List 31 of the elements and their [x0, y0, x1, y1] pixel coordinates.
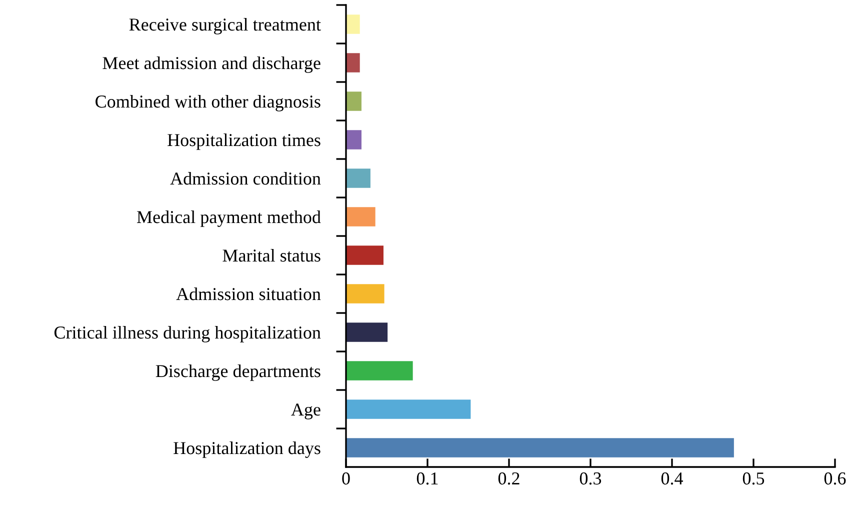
- bar: [346, 53, 360, 72]
- bar: [346, 438, 734, 458]
- bar: [346, 130, 362, 150]
- y-tick-label: Marital status: [222, 248, 320, 262]
- y-tick-label: Admission condition: [170, 172, 321, 185]
- bar: [346, 361, 413, 380]
- x-tick-label: 0.4: [661, 472, 684, 485]
- x-tick-label: 0.1: [416, 472, 438, 485]
- x-tick-label: 0.6: [824, 472, 846, 485]
- y-tick-label: Meet admission and discharge: [102, 56, 320, 73]
- bar: [346, 400, 471, 419]
- y-tick-label: Age: [291, 404, 320, 420]
- y-tick-label: Combined with other diagnosis: [96, 94, 320, 112]
- bar: [346, 92, 362, 111]
- y-tick-label: Medical payment method: [137, 210, 321, 227]
- bar: [346, 284, 384, 304]
- bar: [346, 207, 376, 226]
- x-tick-label: 0.2: [498, 472, 520, 485]
- x-tick-label: 0: [342, 472, 350, 485]
- bar: [346, 322, 388, 342]
- y-tick-label: Admission situation: [176, 287, 321, 300]
- y-tick-label: Critical illness during hospitalization: [54, 326, 321, 342]
- bar: [346, 14, 360, 34]
- y-tick-label: Receive surgical treatment: [129, 18, 321, 34]
- y-tick-label: Hospitalization times: [168, 133, 320, 150]
- x-tick-label: 0.3: [580, 472, 602, 485]
- bar: [346, 246, 384, 265]
- x-tick-label: 0.5: [742, 472, 764, 485]
- y-tick-label: Discharge departments: [156, 364, 320, 381]
- bar: [346, 168, 370, 188]
- y-tick-label: Hospitalization days: [174, 441, 320, 458]
